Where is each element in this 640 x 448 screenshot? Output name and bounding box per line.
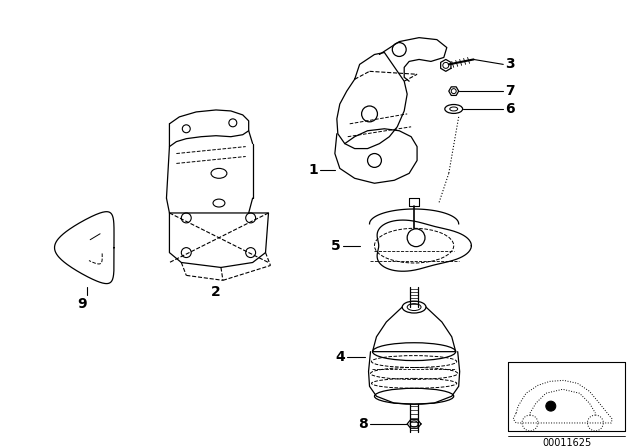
Circle shape	[546, 401, 556, 411]
Text: 7: 7	[505, 84, 515, 98]
Text: 9: 9	[77, 297, 87, 311]
Text: 00011625: 00011625	[542, 438, 591, 448]
Text: 5: 5	[331, 239, 341, 253]
Text: 8: 8	[358, 417, 367, 431]
Text: 3: 3	[505, 57, 515, 71]
Text: 2: 2	[211, 285, 221, 299]
Text: 6: 6	[505, 102, 515, 116]
Text: 4: 4	[335, 349, 345, 364]
Text: 1: 1	[308, 164, 318, 177]
